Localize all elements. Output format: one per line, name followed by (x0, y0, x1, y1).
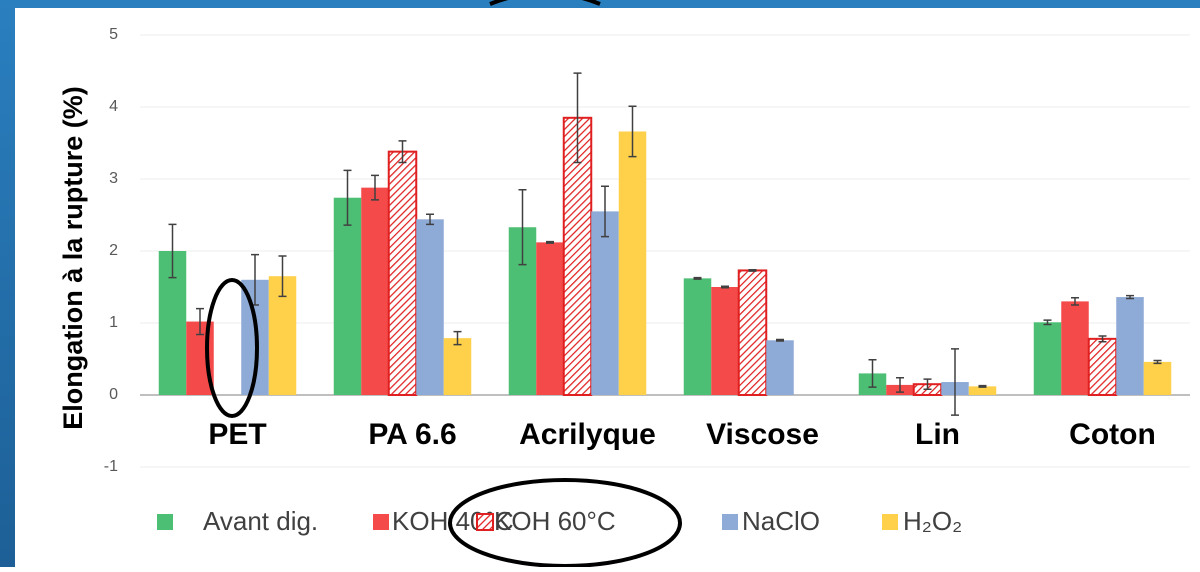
bar (737, 269, 768, 396)
error-bar (1153, 359, 1162, 365)
error-bar (1126, 294, 1134, 300)
legend-swatch (373, 514, 389, 530)
error-bar (951, 348, 959, 416)
error-bar (518, 189, 527, 266)
bar (333, 197, 362, 395)
error-bar (721, 285, 729, 289)
legend-swatch (476, 513, 494, 531)
bar (591, 211, 619, 395)
error-bar (748, 268, 757, 272)
error-bar (978, 384, 987, 388)
error-bar (896, 376, 904, 393)
bar (683, 278, 712, 395)
y-tick-label: 2 (109, 242, 118, 259)
x-tick-label: Acrilyque (519, 418, 656, 451)
bar (766, 340, 794, 395)
error-bar (601, 185, 609, 238)
x-tick-label: PET (208, 418, 266, 451)
legend-swatch (882, 514, 898, 530)
y-tick-label: 3 (109, 170, 118, 187)
error-bar (923, 378, 932, 390)
error-bar (546, 240, 554, 244)
annotation-ellipse (205, 278, 259, 418)
bar (416, 219, 444, 395)
error-bar (371, 174, 379, 201)
error-bar (196, 307, 204, 336)
bar (1087, 337, 1118, 396)
bar (711, 287, 739, 395)
y-tick-label: 5 (109, 26, 118, 43)
annotation-ellipse (448, 478, 682, 568)
error-bar (868, 358, 877, 388)
bar (1033, 322, 1062, 395)
bar (562, 116, 593, 397)
error-bar (343, 169, 352, 226)
bar (443, 338, 472, 395)
error-bar (426, 213, 434, 226)
bar (968, 386, 997, 395)
error-bar (398, 140, 407, 164)
x-tick-label: Lin (915, 418, 960, 451)
plot: -1 0 1 2 3 4 5 PET PA 6.6 Acrilyque Viscose Lin Coto… (104, 26, 1190, 536)
legend-swatch (722, 514, 738, 530)
legend-label: NaClO (742, 506, 820, 536)
error-bar (168, 223, 177, 279)
error-bar (1043, 319, 1052, 326)
legend-label: KOH 60°C (494, 506, 616, 536)
error-bar (1071, 297, 1079, 306)
y-axis-label: Elongation à la rupture (%) (58, 86, 88, 430)
x-tick-label: Viscose (706, 418, 819, 451)
legend-swatch (157, 514, 173, 530)
error-bar (776, 338, 784, 342)
x-tick-label: PA 6.6 (368, 418, 456, 451)
y-tick-label: 0 (109, 386, 118, 403)
y-tick-label: 1 (109, 314, 118, 331)
legend-label: H₂O₂ (903, 506, 962, 536)
bar (618, 131, 647, 396)
y-tick-label: 4 (109, 98, 118, 115)
bar (1116, 297, 1144, 395)
x-tick-label: Coton (1069, 418, 1156, 451)
bar (536, 242, 564, 395)
bar (1143, 361, 1172, 395)
legend-label: Avant dig. (203, 506, 318, 536)
error-bar (278, 255, 287, 298)
bar (1061, 301, 1089, 395)
error-bar (573, 72, 582, 164)
bar (387, 150, 418, 396)
y-tick-label: -1 (104, 458, 118, 475)
error-bar (628, 105, 637, 158)
error-bar (453, 330, 462, 346)
error-bar (1098, 335, 1107, 343)
bar (361, 187, 389, 395)
error-bar (693, 276, 702, 280)
